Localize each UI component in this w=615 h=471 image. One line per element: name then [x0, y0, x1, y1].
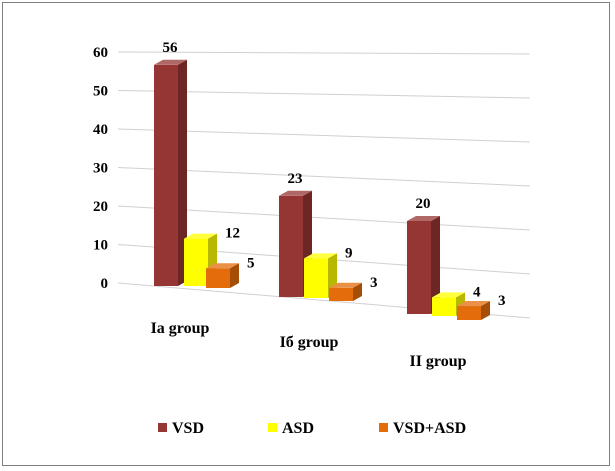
data-label: 56: [163, 40, 179, 56]
bar-side: [481, 301, 490, 320]
y-axis-ticks: 0 10 20 30 40 50 60: [93, 45, 108, 292]
data-label: 4: [473, 284, 481, 300]
data-label: 20: [416, 196, 431, 212]
data-label: 12: [225, 226, 240, 242]
bar-front: [304, 258, 328, 298]
legend-swatch: [268, 423, 277, 432]
category-label: II group: [409, 353, 466, 370]
data-label: 3: [370, 275, 378, 291]
y-tick-label: 30: [93, 161, 108, 177]
bar-vsd-asd-3: [457, 301, 490, 320]
bar-top: [154, 59, 187, 65]
bar-top: [206, 263, 239, 269]
bar-top: [304, 253, 337, 259]
bar-asd-2: [304, 253, 337, 298]
legend-label: VSD+ASD: [393, 420, 466, 437]
y-tick-label: 20: [93, 199, 108, 215]
legend-item: VSD: [158, 420, 204, 437]
y-tick-label: 40: [93, 122, 108, 138]
legend-item: VSD+ASD: [379, 420, 466, 437]
data-label: 5: [247, 255, 255, 271]
bar-vsd-asd-2: [329, 282, 362, 301]
bar-vsd-3: [407, 216, 440, 314]
bar-top: [457, 301, 490, 307]
bar-front: [279, 195, 303, 297]
y-tick-label: 60: [93, 45, 108, 61]
data-label: 3: [498, 293, 506, 309]
bar-front: [184, 238, 208, 286]
bar-front: [329, 287, 353, 301]
bar-top: [279, 190, 312, 196]
bar-side: [431, 216, 440, 314]
bar-front: [457, 306, 481, 320]
data-labels: 56 12 5 23 9 3 20 4 3: [163, 40, 506, 309]
legend-swatch: [158, 423, 167, 432]
legend: VSD ASD VSD+ASD: [158, 420, 466, 437]
bar-top: [329, 282, 362, 288]
category-label: Ia group: [151, 320, 210, 337]
bar-top: [407, 216, 440, 221]
data-label: 9: [345, 245, 353, 261]
bar-side: [353, 282, 362, 301]
bar-front: [407, 221, 431, 314]
data-label: 23: [288, 171, 303, 187]
bar-top: [432, 292, 465, 298]
legend-item: ASD: [268, 420, 314, 437]
category-label: Iб group: [280, 334, 339, 351]
bar-front: [206, 268, 230, 288]
bar-side: [178, 59, 187, 286]
bar-vsd-1: [154, 59, 187, 286]
y-tick-label: 10: [93, 238, 108, 254]
bar-vsd-asd-1: [206, 263, 239, 288]
legend-swatch: [379, 423, 388, 432]
bars: [154, 59, 490, 320]
bar-front: [432, 297, 456, 316]
category-labels: Ia group Iб group II group: [151, 320, 467, 370]
legend-label: VSD: [172, 420, 204, 437]
bar-side: [230, 263, 239, 288]
y-tick-label: 0: [101, 276, 109, 292]
bar-front: [154, 64, 178, 286]
legend-label: ASD: [282, 420, 314, 437]
bar-top: [184, 233, 217, 239]
y-tick-label: 50: [93, 84, 108, 100]
gridline: [117, 51, 531, 55]
